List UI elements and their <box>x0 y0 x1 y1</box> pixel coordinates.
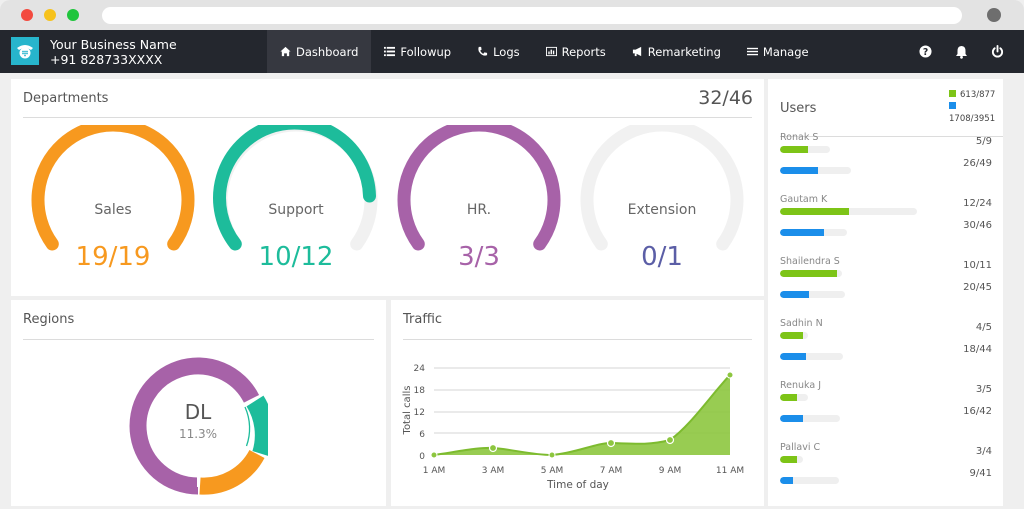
gauge-support[interactable]: Support 10/12 <box>213 125 384 295</box>
user-row-gautam[interactable]: Gautam K 12/24 30/46 <box>780 194 992 256</box>
home-icon <box>280 46 291 57</box>
svg-text:0: 0 <box>419 452 425 462</box>
svg-text:9 AM: 9 AM <box>659 466 682 476</box>
svg-text:5 AM: 5 AM <box>541 466 564 476</box>
user-row-sadhin[interactable]: Sadhin N 4/5 18/44 <box>780 318 992 380</box>
green-progress-bar <box>780 270 842 277</box>
page-margin <box>1003 79 1024 506</box>
gauge-label: Support <box>268 202 324 218</box>
business-info: Your Business Name +91 828733XXXX <box>50 37 177 67</box>
maximize-window-button[interactable] <box>67 9 79 21</box>
donut-center-value: 11.3% <box>178 427 218 441</box>
traffic-panel: Traffic 24 18 12 6 0 Total calls <box>391 300 764 506</box>
svg-text:11 AM: 11 AM <box>716 466 744 476</box>
gauge-value: 19/19 <box>75 242 151 272</box>
green-progress-bar <box>780 208 917 215</box>
main-nav: Dashboard Followup Logs Reports Remarket… <box>267 30 822 73</box>
blue-progress-bar <box>780 291 845 298</box>
gauge-value: 0/1 <box>641 242 683 272</box>
regions-donut-chart[interactable]: DL 11.3% <box>128 356 275 496</box>
header-actions: ? <box>918 30 1004 73</box>
users-panel: Users 613/877 1708/3951 Ronak S 5/9 26/4… <box>768 79 1003 506</box>
gauge-extension[interactable]: Extension 0/1 <box>580 125 750 295</box>
regions-title: Regions <box>23 312 75 327</box>
bell-icon[interactable] <box>954 45 968 59</box>
bar-chart-icon <box>545 46 557 57</box>
close-window-button[interactable] <box>21 9 33 21</box>
users-list[interactable]: Ronak S 5/9 26/49 Gautam K 12/24 30/46 S… <box>780 132 992 504</box>
green-progress-bar <box>780 456 803 463</box>
traffic-title: Traffic <box>403 312 443 327</box>
gauge-sales[interactable]: Sales 19/19 <box>31 125 201 295</box>
user-row-renuka[interactable]: Renuka J 3/5 16/42 <box>780 380 992 442</box>
nav-logs[interactable]: Logs <box>464 30 533 73</box>
green-progress-bar <box>780 394 808 401</box>
donut-center-label: DL <box>184 400 212 424</box>
svg-text:Time of day: Time of day <box>546 479 609 491</box>
divider <box>23 117 752 118</box>
svg-text:6: 6 <box>419 430 425 440</box>
divider <box>780 136 1003 137</box>
green-progress-bar <box>780 332 808 339</box>
svg-text:?: ? <box>922 47 927 58</box>
svg-text:18: 18 <box>414 386 426 396</box>
help-icon[interactable]: ? <box>918 45 932 59</box>
phone-icon <box>478 46 488 56</box>
nav-followup[interactable]: Followup <box>371 30 464 73</box>
blue-progress-bar <box>780 167 851 174</box>
minimize-window-button[interactable] <box>44 9 56 21</box>
users-title: Users <box>780 101 817 116</box>
gauge-label: HR. <box>466 202 492 218</box>
business-phone: +91 828733XXXX <box>50 52 163 67</box>
menu-icon <box>746 47 758 56</box>
address-bar[interactable] <box>102 7 962 24</box>
departments-total: 32/46 <box>698 87 753 109</box>
gauge-hr[interactable]: HR. 3/3 <box>397 125 567 295</box>
top-navigation: Your Business Name +91 828733XXXX Dashbo… <box>0 30 1024 73</box>
blue-swatch-icon <box>949 102 956 109</box>
svg-text:7 AM: 7 AM <box>600 466 623 476</box>
gauge-value: 10/12 <box>258 242 334 272</box>
divider <box>23 339 374 340</box>
telephone-icon[interactable] <box>11 37 39 65</box>
regions-panel: Regions DL 11.3% <box>11 300 386 506</box>
svg-text:24: 24 <box>414 364 426 374</box>
megaphone-icon <box>632 46 641 57</box>
gauge-value: 3/3 <box>458 242 500 272</box>
gauge-label: Sales <box>94 202 132 218</box>
green-progress-bar <box>780 146 830 153</box>
green-swatch-icon <box>949 90 956 97</box>
business-name: Your Business Name <box>50 37 177 52</box>
gauge-label: Extension <box>627 202 697 218</box>
nav-manage[interactable]: Manage <box>734 30 822 73</box>
blue-progress-bar <box>780 477 839 484</box>
traffic-area-chart[interactable]: 24 18 12 6 0 Total calls 1 AM 3 AM 5 AM <box>391 355 764 505</box>
nav-dashboard[interactable]: Dashboard <box>267 30 372 73</box>
svg-text:1 AM: 1 AM <box>423 466 446 476</box>
users-legend: 613/877 1708/3951 <box>949 89 1003 125</box>
browser-titlebar <box>0 0 1024 30</box>
departments-panel: Departments 32/46 Sales 19/19 Support 10… <box>11 79 764 296</box>
blue-progress-bar <box>780 229 847 236</box>
divider <box>403 339 752 340</box>
user-row-ronak[interactable]: Ronak S 5/9 26/49 <box>780 132 992 194</box>
svg-text:12: 12 <box>414 408 425 418</box>
list-icon <box>384 46 396 57</box>
departments-title: Departments <box>23 91 109 106</box>
nav-remarketing[interactable]: Remarketing <box>619 30 734 73</box>
power-icon[interactable] <box>990 45 1004 59</box>
legend-item: 1708/3951 <box>949 101 1003 125</box>
user-row-shailendra[interactable]: Shailendra S 10/11 20/45 <box>780 256 992 318</box>
blue-progress-bar <box>780 415 840 422</box>
svg-text:3 AM: 3 AM <box>482 466 505 476</box>
svg-text:Total calls: Total calls <box>402 386 413 436</box>
blue-progress-bar <box>780 353 843 360</box>
legend-item: 613/877 <box>949 89 1003 101</box>
user-row-pallavi[interactable]: Pallavi C 3/4 9/41 <box>780 442 992 504</box>
browser-menu-button[interactable] <box>987 8 1001 22</box>
nav-reports[interactable]: Reports <box>533 30 619 73</box>
